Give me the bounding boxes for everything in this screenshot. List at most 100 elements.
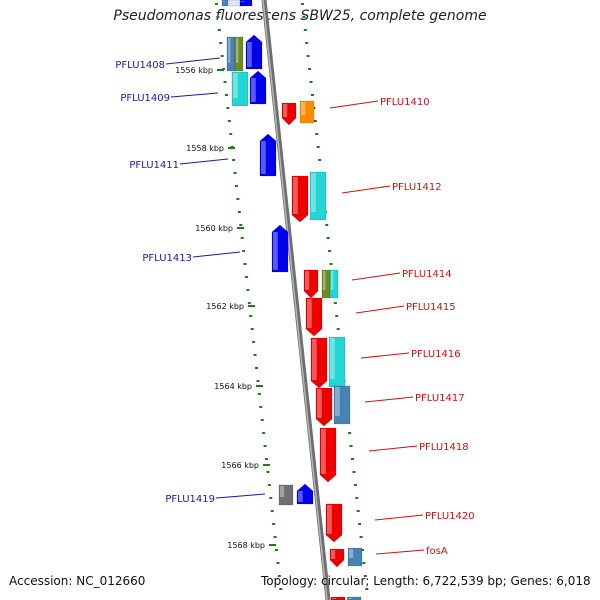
gene-label-right: PFLU1418 [419, 442, 469, 453]
gene-shine [251, 78, 256, 102]
gene-shine [293, 177, 298, 214]
gene-label-left: PFLU1419 [165, 494, 215, 505]
gene-label-right: PFLU1414 [402, 269, 452, 280]
kbp-label: 1568 kbp [227, 541, 265, 550]
leader-line [351, 272, 401, 281]
leader-line [374, 514, 424, 521]
leader-line [364, 396, 414, 403]
gene-shine [331, 550, 336, 559]
gene-arrow [330, 596, 346, 600]
gene-arrow [347, 547, 363, 567]
gene-arrow [346, 596, 362, 600]
gene-arrow [299, 100, 315, 124]
kbp-label: 1558 kbp [186, 144, 224, 153]
gene-arrow [305, 297, 323, 337]
gene-shine [323, 271, 326, 290]
leader-line [355, 305, 405, 314]
gene-shine [236, 38, 239, 63]
gene-arrow [329, 548, 345, 568]
leader-line [192, 251, 241, 258]
gene-shine [311, 173, 316, 212]
leader-line [170, 92, 219, 98]
gene-arrow [271, 224, 289, 273]
gene-label-right: PFLU1420 [425, 511, 475, 522]
gene-shine [283, 104, 288, 117]
gene-arrow [249, 70, 267, 105]
gene-label-left: PFLU1411 [129, 160, 179, 171]
gene-arrow [259, 133, 277, 177]
gene-arrow [315, 387, 333, 427]
gene-shine [332, 598, 337, 599]
gene-shine [280, 486, 285, 497]
gene-arrow [291, 175, 309, 223]
gene-arrow [231, 71, 249, 107]
gene-label-right: PFLU1416 [411, 349, 461, 360]
gene-label-left: PFLU1413 [142, 253, 192, 264]
leader-line [329, 100, 379, 109]
leader-line [368, 445, 418, 452]
gene-arrow [228, 0, 242, 7]
gene-features [221, 0, 363, 600]
gene-shine [273, 232, 278, 270]
leader-line [215, 493, 266, 499]
gene-label-left: PFLU1409 [120, 93, 170, 104]
kbp-scale: 1556 kbp 1558 kbp 1560 kbp 1562 kbp 1564 kbp… [175, 66, 276, 550]
gene-arrow [296, 483, 314, 505]
kbp-label: 1564 kbp [214, 382, 252, 391]
gene-shine [301, 102, 306, 115]
gene-shine [228, 38, 231, 63]
gene-arrow [319, 427, 337, 483]
gene-arrow [303, 269, 319, 299]
gene-arrow [245, 34, 263, 70]
gene-shine [327, 505, 332, 534]
gene-shine [335, 387, 340, 416]
gene-shine [298, 491, 303, 502]
leader-line [360, 352, 410, 359]
gene-arrow [234, 36, 244, 72]
gene-shine [241, 1, 245, 2]
gene-shine [321, 429, 326, 474]
backbone-line [261, 0, 331, 600]
leader-line [179, 158, 229, 165]
gene-arrow [281, 102, 297, 126]
gene-shine [223, 1, 225, 2]
kbp-label: 1556 kbp [175, 66, 213, 75]
gene-label-right: fosA [426, 546, 448, 557]
topology-text: Topology: circular; Length: 6,722,539 bp… [261, 574, 591, 588]
gene-label-right: PFLU1410 [380, 97, 430, 108]
gene-arrow [239, 0, 253, 7]
gene-label-right: PFLU1417 [415, 393, 465, 404]
kbp-label: 1562 kbp [206, 302, 244, 311]
gene-shine [230, 1, 234, 2]
accession-text: Accession: NC_012660 [9, 574, 146, 588]
gene-labels: PFLU1408 PFLU1409 PFLU1411 PFLU1413 PFLU1419… [115, 60, 474, 557]
gene-shine [305, 271, 310, 290]
leader-line [165, 57, 221, 65]
gene-shine [247, 42, 252, 67]
leader-line [341, 185, 391, 194]
backbone-highlight [262, 0, 328, 600]
gene-arrow [221, 0, 229, 7]
gene-label-left: PFLU1408 [115, 60, 165, 71]
gene-shine [330, 338, 335, 379]
gene-arrow [333, 385, 351, 425]
gene-shine [307, 299, 312, 328]
gene-shine [312, 339, 317, 380]
kbp-label: 1566 kbp [221, 461, 259, 470]
gene-shine [317, 389, 322, 418]
gene-arrow [310, 337, 328, 389]
gene-arrow [309, 171, 327, 221]
gene-arrow [278, 484, 294, 506]
label-leaders [165, 57, 425, 555]
gene-label-right: PFLU1415 [406, 302, 456, 313]
leader-line [375, 549, 425, 555]
map-title: Pseudomonas fluorescens SBW25, complete … [113, 8, 487, 24]
gene-shine [233, 73, 238, 98]
kbp-label: 1560 kbp [195, 224, 233, 233]
gene-shine [348, 598, 353, 599]
gene-shine [261, 141, 266, 174]
gene-shine [349, 549, 354, 558]
gene-shine [331, 271, 334, 290]
gene-arrow [325, 503, 343, 543]
